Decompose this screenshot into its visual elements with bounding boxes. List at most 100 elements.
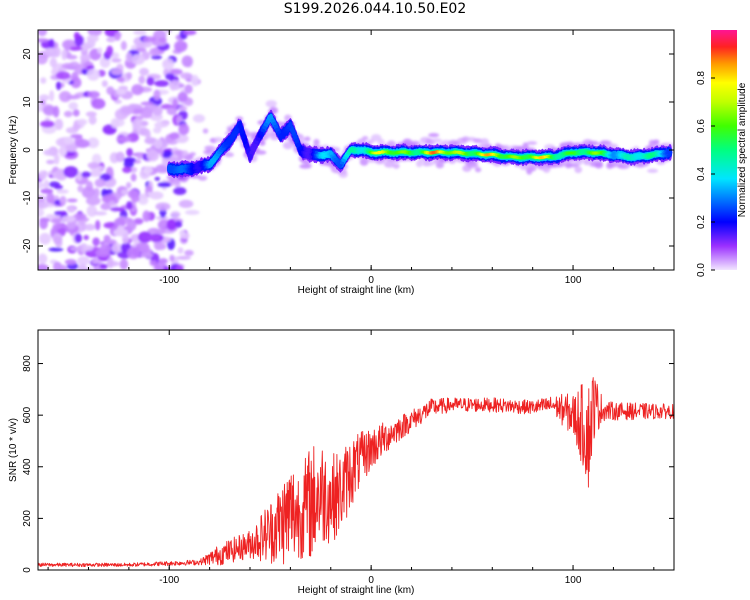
- noise-blob: [61, 215, 76, 223]
- ridge-mark: [339, 161, 345, 165]
- halo-blob: [423, 160, 436, 166]
- noise-blob: [54, 118, 64, 131]
- noise-blob: [121, 189, 129, 195]
- halo-blob: [359, 158, 369, 166]
- noise-blob: [44, 47, 58, 57]
- colorbar-axis: 0.0 0.2 0.4 0.6 0.8: [696, 71, 715, 277]
- noise-blob: [107, 256, 114, 269]
- noise-blob: [48, 181, 61, 188]
- snr-axes: -100 0 100 0 200 400 600 800: [22, 330, 674, 586]
- noise-blob: [88, 115, 97, 125]
- noise-blob: [38, 38, 49, 43]
- halo-blob: [431, 138, 442, 143]
- noise-blob: [48, 247, 64, 252]
- halo-blob: [254, 150, 267, 155]
- noise-blob: [176, 255, 191, 260]
- halo-blob: [168, 156, 177, 163]
- ridge-mark: [213, 155, 219, 159]
- noise-blob: [91, 153, 102, 165]
- noise-blob: [79, 53, 92, 62]
- y-tick-label: 200: [22, 510, 33, 527]
- noise-blob: [178, 105, 188, 112]
- ridge-mark: [265, 120, 270, 124]
- noise-blob: [69, 246, 83, 252]
- ridge-mark: [252, 143, 258, 147]
- noise-blob: [91, 98, 106, 110]
- noise-blob: [177, 247, 184, 254]
- noise-blob: [162, 58, 175, 71]
- ridge-mark: [346, 151, 351, 155]
- noise-blob: [63, 136, 75, 145]
- halo-blob: [370, 134, 382, 142]
- noise-blob: [69, 46, 83, 51]
- halo-blob: [588, 140, 599, 146]
- ridge-mark: [259, 131, 264, 135]
- ridge-mark: [228, 138, 233, 142]
- halo-blob: [652, 139, 660, 145]
- y-tick-label: 800: [22, 355, 33, 372]
- noise-blob: [87, 30, 103, 37]
- noise-blob: [94, 178, 106, 188]
- snr-frame: [37, 329, 675, 571]
- noise-blob: [138, 75, 146, 85]
- spectrogram-y-axis-title: Frequency (Hz): [8, 116, 19, 185]
- noise-blob: [140, 101, 154, 106]
- noise-blob: [142, 165, 153, 175]
- noise-blob: [123, 157, 137, 163]
- colorbar-title: Normalized spectral amplitude: [737, 82, 748, 217]
- y-tick-label: 0: [22, 147, 33, 153]
- noise-blob: [72, 109, 80, 117]
- noise-blob: [147, 191, 153, 197]
- ridge-mark: [341, 159, 346, 162]
- halo-blob: [466, 162, 479, 169]
- halo-blob: [479, 138, 490, 146]
- ridge-mark: [242, 139, 248, 143]
- noise-blob: [126, 72, 133, 80]
- noise-blob: [172, 98, 178, 110]
- noise-blob: [70, 76, 82, 89]
- noise-blob: [154, 176, 161, 181]
- x-tick-label: -100: [159, 275, 179, 286]
- noise-blob: [168, 80, 182, 91]
- noise-blob: [170, 68, 183, 75]
- noise-blob: [106, 36, 116, 43]
- noise-blob: [83, 245, 94, 251]
- noise-blob: [49, 57, 57, 68]
- noise-blob: [133, 30, 147, 35]
- ridge-mark: [343, 156, 348, 160]
- noise-blob: [39, 94, 50, 102]
- ridge-mark: [239, 129, 245, 133]
- noise-blob: [54, 199, 62, 206]
- noise-blob: [115, 151, 125, 163]
- ridge-mark: [293, 135, 298, 139]
- noise-blob: [155, 120, 162, 133]
- noise-blob: [64, 259, 77, 266]
- y-tick-label: 20: [22, 48, 33, 60]
- noise-blob: [81, 171, 92, 178]
- noise-blob: [86, 205, 98, 217]
- noise-blob: [46, 192, 55, 204]
- ridge-mark: [251, 147, 256, 151]
- noise-blob: [190, 74, 199, 87]
- noise-blob: [101, 80, 108, 88]
- noise-blob: [131, 84, 144, 96]
- snr-series-line: [38, 377, 674, 568]
- noise-blob: [99, 264, 108, 270]
- noise-blob: [40, 77, 47, 84]
- ridge-mark: [272, 122, 277, 126]
- ridge-mark: [254, 140, 259, 144]
- halo-blob: [461, 136, 471, 143]
- noise-blob: [169, 254, 175, 262]
- ridge-mark: [288, 124, 293, 128]
- noise-blob: [76, 171, 83, 182]
- noise-blob: [184, 209, 200, 215]
- noise-blob: [43, 105, 56, 116]
- noise-blob: [92, 237, 100, 247]
- halo-blob: [362, 136, 369, 141]
- noise-blob: [130, 173, 137, 182]
- halo-blob: [418, 157, 425, 163]
- ridge-mark: [667, 150, 673, 154]
- noise-blob: [145, 129, 151, 141]
- noise-blob: [61, 78, 71, 84]
